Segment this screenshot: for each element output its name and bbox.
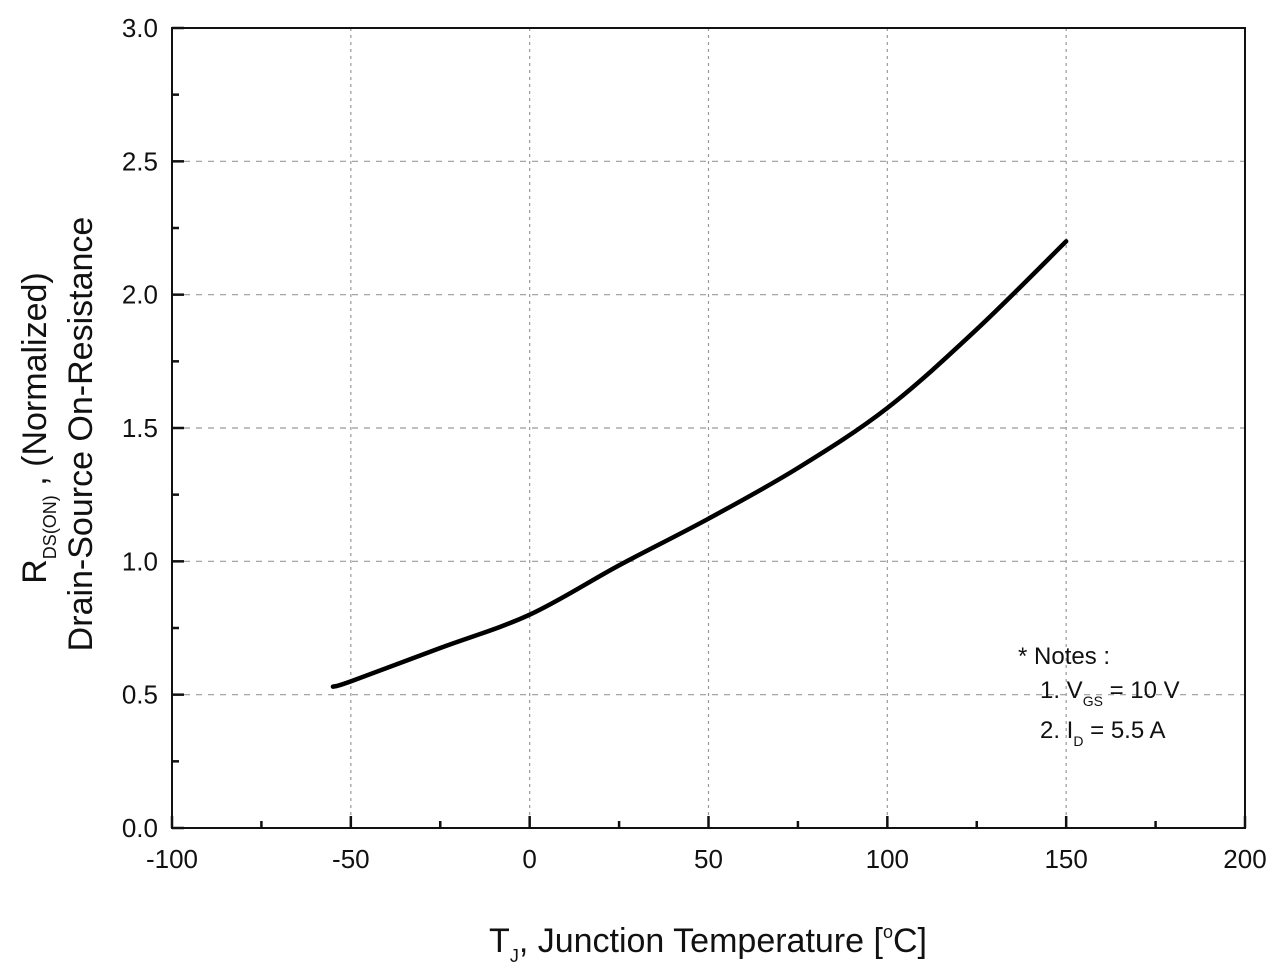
notes-annotation: * Notes : 1. VGS = 10 V 2. ID = 5.5 A — [1018, 643, 1180, 749]
x-tick-label: 200 — [1223, 844, 1266, 874]
grid — [172, 28, 1245, 828]
x-tick-label: 150 — [1044, 844, 1087, 874]
y-tick-label: 2.5 — [122, 146, 158, 176]
y-tick-label: 1.5 — [122, 413, 158, 443]
ticks — [170, 26, 1247, 830]
notes-title: * Notes : — [1018, 643, 1110, 670]
x-axis-label: TJ, Junction Temperature [oC] — [489, 922, 927, 966]
y-tick-label: 1.0 — [122, 546, 158, 576]
x-tick-label: 100 — [866, 844, 909, 874]
y-tick-label: 0.5 — [122, 680, 158, 710]
x-tick-label: -50 — [332, 844, 370, 874]
note-1: 1. VGS = 10 V — [1040, 677, 1180, 709]
x-tick-label: 0 — [522, 844, 536, 874]
x-tick-label: -100 — [146, 844, 198, 874]
y-tick-label: 2.0 — [122, 280, 158, 310]
y-axis-label-line2: Drain-Source On-Resistance — [62, 217, 100, 652]
note-2: 2. ID = 5.5 A — [1040, 717, 1166, 749]
y-tick-label: 3.0 — [122, 13, 158, 43]
tick-labels: -100 -50 0 50 100 150 200 0.0 0.5 1.0 1.5 2.0 2.5 3.0 — [122, 13, 1267, 874]
y-tick-label: 0.0 — [122, 813, 158, 843]
y-axis-label-line1: RDS(ON) , (Normalized) — [16, 272, 60, 584]
series-line-rdson — [330, 239, 1069, 689]
x-tick-label: 50 — [694, 844, 723, 874]
